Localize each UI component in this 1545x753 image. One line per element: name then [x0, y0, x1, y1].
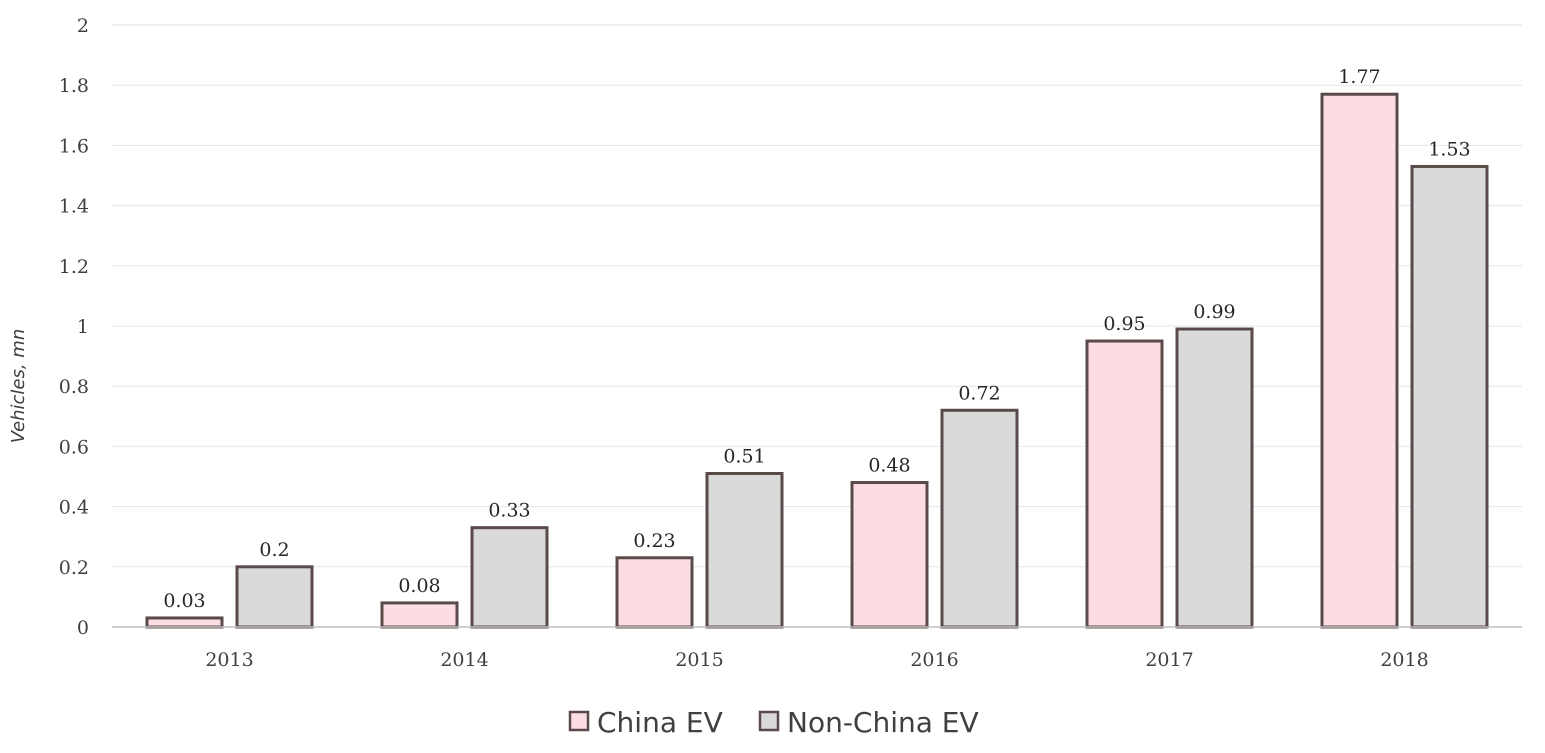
y-axis-title: Vehicles, mn	[8, 329, 29, 443]
x-tick-label: 2016	[910, 649, 958, 671]
legend-label: China EV	[597, 706, 723, 739]
bar-china-ev-2017	[1085, 339, 1164, 629]
bar-non-china-ev-2014	[470, 526, 549, 629]
x-tick-label: 2014	[440, 649, 488, 671]
y-tick-label: 2	[77, 15, 89, 37]
y-tick-label: 1.8	[59, 75, 89, 97]
data-label: 1.53	[1428, 138, 1470, 160]
bar-china-ev-2015	[615, 556, 694, 629]
legend-swatch	[568, 710, 590, 732]
data-labels: 0.03 0.2 0.08 0.33 0.23 0.51 0.48 0.72 0.95 0.99 1…	[163, 66, 1470, 612]
y-tick-label: 0.4	[59, 497, 89, 519]
data-label: 0.03	[163, 590, 205, 612]
bar-china-ev-2014	[380, 601, 459, 629]
data-label: 0.33	[488, 500, 530, 522]
gridlines	[112, 24, 1522, 568]
bar-china-ev-2018	[1320, 92, 1399, 629]
data-label: 0.08	[398, 575, 440, 597]
bars	[145, 92, 1489, 629]
x-tick-label: 2017	[1145, 649, 1193, 671]
x-tick-label: 2015	[675, 649, 723, 671]
y-axis-ticks: 0 0.2 0.4 0.6 0.8 1 1.2 1.4 1.6 1.8 2	[59, 15, 89, 639]
data-label: 0.72	[958, 382, 1000, 404]
x-axis-ticks: 2013 2014 2015 2016 2017 2018	[205, 649, 1428, 671]
bar-non-china-ev-2015	[705, 471, 784, 629]
data-label: 0.2	[259, 539, 289, 561]
data-label: 0.51	[723, 445, 765, 467]
y-tick-label: 1.6	[59, 135, 89, 157]
y-tick-label: 0.2	[59, 557, 89, 579]
bar-non-china-ev-2018	[1410, 164, 1489, 629]
y-tick-label: 0.6	[59, 436, 89, 458]
y-tick-label: 1	[77, 316, 89, 338]
x-tick-label: 2013	[205, 649, 253, 671]
data-label: 1.77	[1338, 66, 1380, 88]
bar-china-ev-2016	[850, 481, 929, 629]
bar-china-ev-2013	[145, 616, 224, 629]
bar-non-china-ev-2017	[1175, 327, 1254, 629]
y-tick-label: 0	[77, 617, 89, 639]
data-label: 0.95	[1103, 313, 1145, 335]
x-tick-label: 2018	[1380, 649, 1428, 671]
legend-swatch	[758, 710, 780, 732]
y-tick-label: 1.4	[59, 196, 89, 218]
bar-non-china-ev-2013	[235, 565, 314, 629]
legend-label: Non-China EV	[787, 706, 979, 739]
bar-non-china-ev-2016	[940, 408, 1019, 629]
y-tick-label: 0.8	[59, 376, 89, 398]
legend: China EV Non-China EV	[568, 706, 979, 739]
y-tick-label: 1.2	[59, 256, 89, 278]
data-label: 0.99	[1193, 301, 1235, 323]
data-label: 0.23	[633, 530, 675, 552]
data-label: 0.48	[868, 455, 910, 477]
